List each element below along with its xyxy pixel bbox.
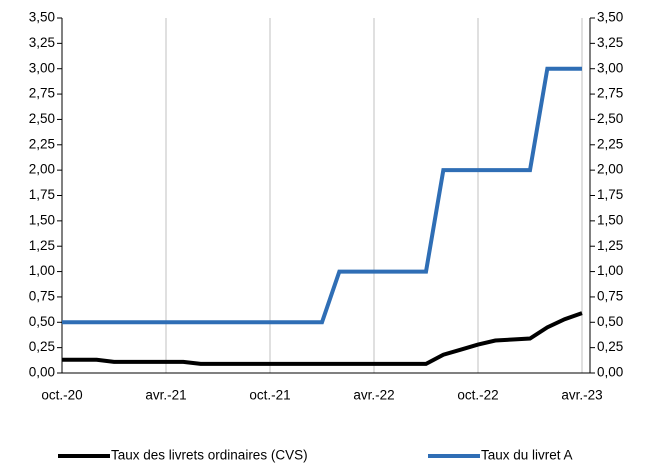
x-tick-label: avr.-23 xyxy=(561,388,602,403)
series-line xyxy=(62,66,582,325)
y2-tick-label: 2,50 xyxy=(597,111,623,126)
y-tick-label: 1,75 xyxy=(29,187,55,202)
y2-tick-label: 2,00 xyxy=(597,162,623,177)
x-tick-label: avr.-21 xyxy=(145,388,186,403)
y-tick-label: 0,00 xyxy=(29,365,55,380)
y2-tick-label: 1,75 xyxy=(597,187,623,202)
y2-tick-label: 0,75 xyxy=(597,288,623,303)
y2-tick-label: 1,00 xyxy=(597,263,623,278)
y2-tick-label: 3,50 xyxy=(597,10,623,25)
x-tick-label: oct.-21 xyxy=(249,388,290,403)
y-tick-label: 2,75 xyxy=(29,86,55,101)
y2-tick-label: 1,25 xyxy=(597,238,623,253)
legend-label: Taux du livret A xyxy=(481,448,573,463)
y2-tick-label: 1,50 xyxy=(597,212,623,227)
y2-tick-label: 3,00 xyxy=(597,60,623,75)
y-tick-label: 1,00 xyxy=(29,263,55,278)
y-tick-label: 2,50 xyxy=(29,111,55,126)
y-tick-label: 0,75 xyxy=(29,288,55,303)
x-tick-label: avr.-22 xyxy=(353,388,394,403)
y-tick-label: 1,25 xyxy=(29,238,55,253)
y2-tick-label: 3,25 xyxy=(597,35,623,50)
y-tick-label: 0,25 xyxy=(29,339,55,354)
y2-tick-label: 0,50 xyxy=(597,314,623,329)
y-tick-label: 1,50 xyxy=(29,212,55,227)
legend-label: Taux des livrets ordinaires (CVS) xyxy=(111,448,308,463)
y2-tick-label: 2,25 xyxy=(597,136,623,151)
y-tick-label: 2,25 xyxy=(29,136,55,151)
y2-tick-label: 0,25 xyxy=(597,339,623,354)
y-tick-label: 0,50 xyxy=(29,314,55,329)
x-tick-label: oct.-20 xyxy=(41,388,82,403)
y2-tick-label: 0,00 xyxy=(597,365,623,380)
y2-tick-label: 2,75 xyxy=(597,86,623,101)
y-tick-label: 2,00 xyxy=(29,162,55,177)
x-tick-label: oct.-22 xyxy=(457,388,498,403)
series-line xyxy=(62,311,583,366)
y-tick-label: 3,00 xyxy=(29,60,55,75)
y-tick-label: 3,25 xyxy=(29,35,55,50)
y-tick-label: 3,50 xyxy=(29,10,55,25)
